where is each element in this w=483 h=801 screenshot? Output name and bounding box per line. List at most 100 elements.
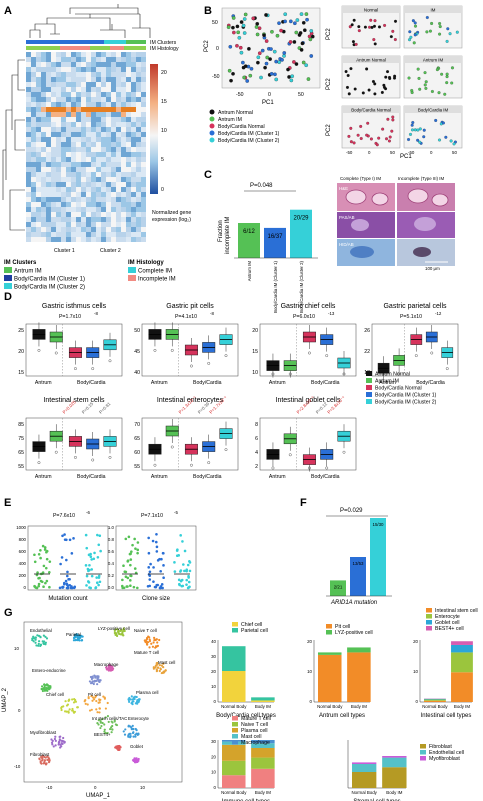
heatmap-cell (51, 62, 56, 67)
heatmap-cell (126, 132, 131, 137)
heatmap-cell (41, 217, 46, 222)
heatmap-cell (136, 67, 141, 72)
heatmap-cell (91, 157, 96, 162)
heatmap-cell (126, 62, 131, 67)
heatmap-cell (106, 97, 111, 102)
pca-point (286, 67, 290, 72)
pca-facet-title: Antrum IM (423, 58, 444, 63)
umap-cell (45, 687, 48, 690)
g-legend-swatch (232, 716, 238, 721)
heatmap-cell (71, 227, 76, 232)
d-plot-ytick: 4 (255, 450, 258, 456)
pca-point (241, 60, 245, 65)
pca-facet-strip (342, 56, 400, 63)
heatmap-cell (96, 117, 101, 122)
g-xlabel: Normal Body (422, 704, 448, 709)
heatmap-cell (141, 172, 146, 177)
heatmap-cell (41, 237, 46, 242)
e-dot (43, 546, 47, 549)
pca-point (279, 28, 283, 33)
pca-point (235, 24, 240, 29)
heatmap-cell (76, 182, 81, 187)
heatmap-cell (141, 142, 146, 147)
heatmap-cell (101, 167, 106, 172)
umap-cell (74, 633, 77, 636)
d-legend: Antrum Normal Antrum IM Body/Cardia Norm… (366, 371, 437, 406)
umap-cell (154, 638, 157, 642)
umap-cell (162, 666, 165, 669)
e-dot (97, 543, 101, 547)
heatmap-cell (61, 92, 66, 97)
umap-cell (53, 737, 57, 741)
e-dot (96, 555, 100, 559)
heatmap-cell (121, 217, 126, 222)
pca-facet-point (411, 19, 415, 23)
heatmap-cell (51, 192, 56, 197)
heatmap-cell (106, 67, 111, 72)
d-outlier (74, 367, 77, 370)
heatmap-cell (56, 127, 61, 132)
heatmap-cell (111, 207, 116, 212)
svg-text:HID/AB: HID/AB (339, 242, 354, 247)
g-legend-label: Intestinal stem cell (435, 608, 478, 614)
heatmap-cell (76, 237, 81, 242)
e-ytick: 200 (19, 573, 27, 578)
umap-cell (36, 634, 39, 637)
heatmap-cell (136, 207, 141, 212)
heatmap-cell (66, 167, 71, 172)
heatmap-cell (131, 82, 136, 87)
g-ytick: 10 (211, 770, 216, 775)
heatmap-cell (96, 192, 101, 197)
pca-facet-point (449, 139, 453, 143)
heatmap-cell (91, 122, 96, 127)
heatmap-cell (131, 182, 136, 187)
d-plot-pvalue: P=1.7x10 (59, 314, 81, 320)
heatmap-cell (121, 82, 126, 87)
heatmap-cell (96, 152, 101, 157)
g-stack-segment (451, 672, 473, 702)
heatmap-cell (56, 97, 61, 102)
heatmap-cell (126, 192, 131, 197)
umap-cell (101, 717, 104, 721)
umap-label: Pit cell (88, 692, 101, 697)
heatmap-cell (101, 182, 106, 187)
g-stack-segment (451, 644, 473, 653)
annot-label-histology: IM Histology (150, 46, 179, 52)
heatmap-cell (111, 197, 116, 202)
heatmap-cell (121, 127, 126, 132)
svg-text:20: 20 (161, 70, 167, 76)
pca-facet-point (366, 121, 370, 125)
g-xlabel: Body IM (454, 704, 470, 709)
heatmap-cell (116, 57, 121, 62)
umap-cell (41, 640, 44, 643)
pca-facet-title: Normal (364, 8, 378, 13)
heatmap-cell (51, 227, 56, 232)
svg-text:PC2: PC2 (326, 124, 332, 136)
pca-facet-point (413, 24, 417, 28)
heatmap-cell (136, 57, 141, 62)
heatmap-cell (96, 232, 101, 237)
heatmap-cell (31, 197, 36, 202)
umap-label: Goblet (130, 744, 144, 749)
umap-cell (68, 708, 71, 711)
pca-point (242, 17, 247, 21)
svg-text:PC1: PC1 (400, 154, 412, 160)
e-dot (127, 535, 131, 539)
heatmap-cell (126, 167, 131, 172)
d-plot-frame (259, 323, 357, 377)
heatmap-cell (106, 117, 111, 122)
heatmap-cell (51, 77, 56, 82)
pca-facet-point (416, 128, 420, 132)
heatmap-cell (86, 232, 91, 237)
heatmap-cell (91, 237, 96, 242)
d-outlier (37, 461, 41, 464)
e-dot (186, 563, 190, 567)
umap-cell (51, 743, 54, 746)
heatmap-cell (136, 72, 141, 77)
e-dot (121, 578, 124, 582)
umap-cell (86, 703, 89, 706)
umap-cell (146, 643, 149, 646)
heatmap-cell (81, 172, 86, 177)
e-ytick: 0 (24, 585, 27, 590)
